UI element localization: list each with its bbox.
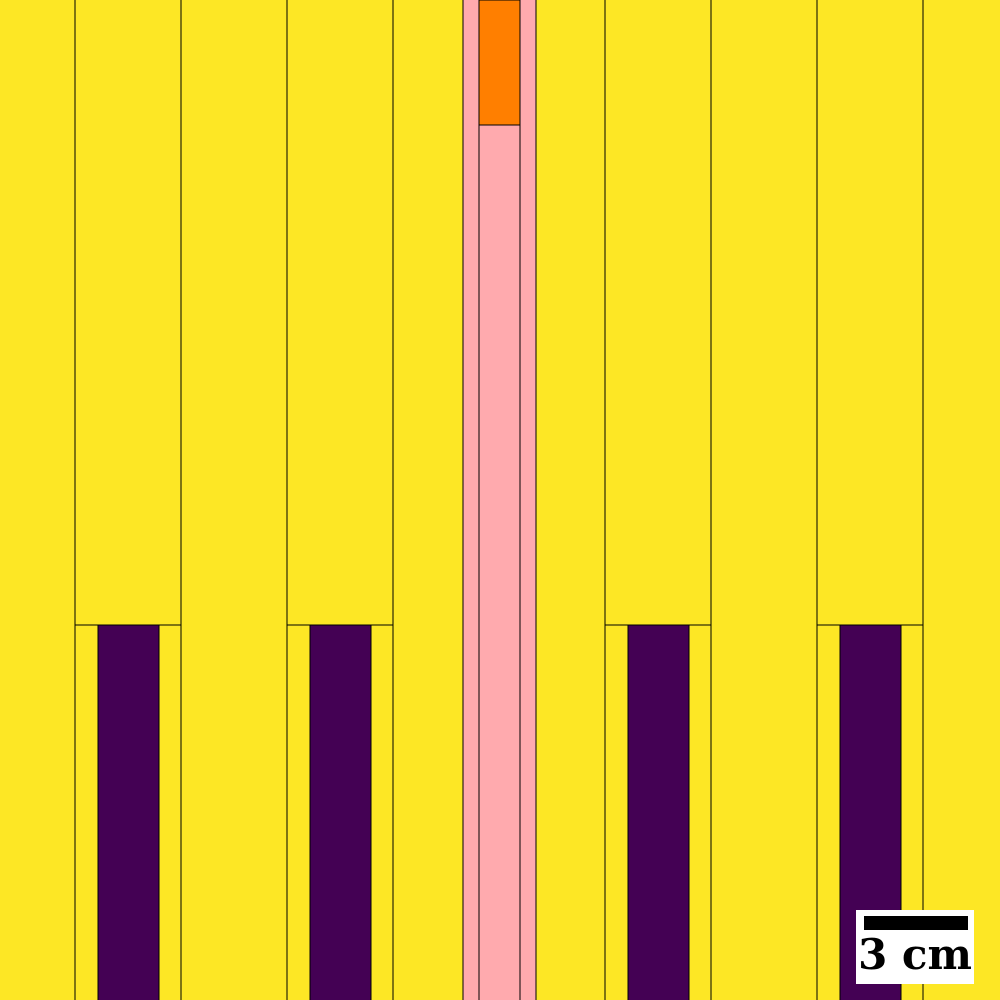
control-rod <box>478 0 521 126</box>
scale-bar-label: 3 cm <box>858 930 972 979</box>
guide-tube <box>463 0 536 1000</box>
scale-bar-line <box>864 916 968 930</box>
fuel-rod <box>628 625 689 1000</box>
fuel-rod <box>98 625 159 1000</box>
boundary-lines-layer <box>74 0 924 1000</box>
fuel-rod <box>310 625 371 1000</box>
scale-bar: 3 cm <box>856 910 974 984</box>
